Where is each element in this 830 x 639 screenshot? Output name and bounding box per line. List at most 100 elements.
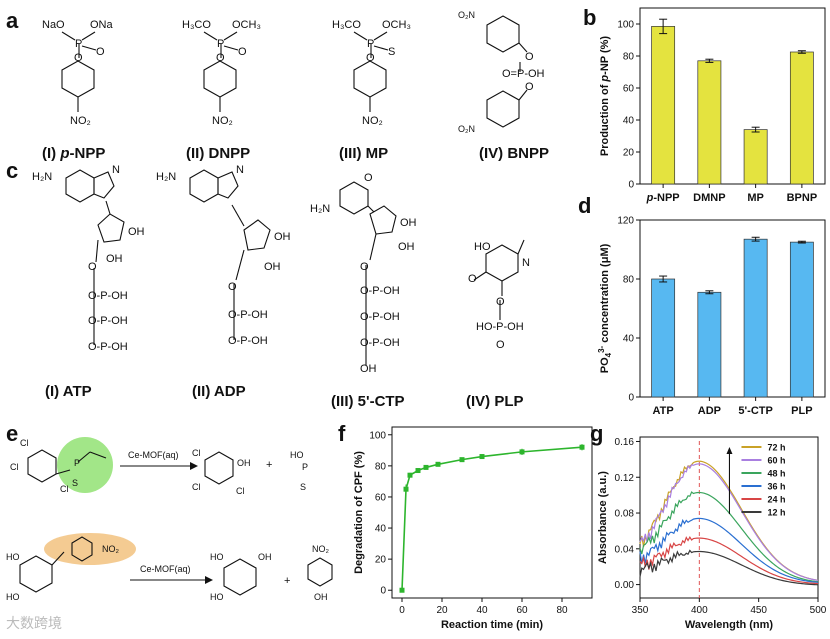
structure-pnp bbox=[307, 557, 333, 587]
legend-label: 36 h bbox=[767, 482, 785, 492]
plot-frame bbox=[639, 7, 826, 185]
chem-text: N bbox=[522, 257, 530, 269]
chem-text: Cl bbox=[10, 462, 19, 472]
structure-adp bbox=[189, 169, 271, 340]
bar bbox=[789, 241, 814, 398]
chem-text: S bbox=[300, 482, 306, 492]
y-axis-label: Absorbance (a.u.) bbox=[597, 471, 609, 564]
data-point bbox=[435, 461, 441, 467]
chem-text: O₂N bbox=[458, 124, 475, 134]
bar bbox=[651, 26, 676, 185]
chem-text: HO bbox=[290, 450, 304, 460]
structure-atp bbox=[65, 169, 125, 345]
chem-text: OH bbox=[274, 231, 291, 243]
structure-cpf bbox=[27, 449, 107, 483]
caption-plp: (IV) PLP bbox=[466, 393, 524, 410]
bar bbox=[743, 129, 768, 185]
series-line bbox=[639, 517, 819, 583]
chem-text: O bbox=[96, 46, 105, 58]
chem-text: OH bbox=[314, 592, 328, 602]
chem-text: O bbox=[468, 273, 477, 285]
chem-text: P bbox=[302, 462, 308, 472]
bar bbox=[789, 51, 814, 185]
chem-text: H₃CO bbox=[182, 19, 211, 31]
x-axis-label: Wavelength (nm) bbox=[685, 619, 774, 631]
y-tick-label: 0 bbox=[628, 180, 634, 191]
chem-text: O bbox=[364, 172, 373, 184]
x-tick-label: PLP bbox=[791, 405, 812, 417]
chem-text: O-P-OH bbox=[88, 341, 128, 353]
y-tick-label: 120 bbox=[617, 216, 634, 227]
plot-frame bbox=[639, 436, 819, 599]
y-tick-label: 40 bbox=[623, 116, 635, 127]
x-tick-label: 400 bbox=[691, 605, 708, 616]
trend-arrow-head bbox=[726, 447, 733, 454]
chem-text: OH bbox=[360, 363, 377, 375]
y-tick-label: 100 bbox=[617, 20, 634, 31]
x-tick-label: 350 bbox=[632, 605, 649, 616]
structure-pnpg bbox=[19, 536, 93, 593]
caption-roman: (I) bbox=[42, 145, 60, 162]
data-point bbox=[415, 468, 421, 474]
data-point bbox=[403, 486, 409, 492]
panel-label-c: c bbox=[6, 158, 18, 183]
bar bbox=[651, 278, 676, 398]
y-tick-label: 0.16 bbox=[615, 437, 635, 448]
chem-text: S bbox=[72, 478, 78, 488]
highlight-circle bbox=[57, 437, 113, 493]
panel-label-e: e bbox=[6, 421, 18, 446]
chem-text: S bbox=[388, 46, 395, 58]
y-tick-label: 0.00 bbox=[615, 580, 635, 591]
structure-mp bbox=[353, 31, 389, 112]
plus-sign: + bbox=[266, 459, 272, 471]
series-line bbox=[639, 549, 819, 586]
x-tick-label: MP bbox=[747, 192, 764, 204]
y-tick-label: 40 bbox=[375, 524, 387, 535]
watermark: 大数跨境 bbox=[6, 616, 62, 632]
y-tick-label: 80 bbox=[623, 52, 635, 63]
chem-text: OH bbox=[106, 253, 123, 265]
x-tick-label: 450 bbox=[750, 605, 767, 616]
y-tick-label: 0 bbox=[628, 393, 634, 404]
chem-text: OH bbox=[400, 217, 417, 229]
y-tick-label: 0 bbox=[380, 586, 386, 597]
x-tick-label: 80 bbox=[556, 605, 568, 616]
chem-text: NaO bbox=[42, 19, 65, 31]
chem-text: N bbox=[236, 164, 244, 176]
panel-label-f: f bbox=[338, 421, 346, 446]
data-point bbox=[479, 454, 485, 460]
structure-ctp bbox=[339, 181, 397, 365]
legend-label: 60 h bbox=[767, 456, 785, 466]
x-tick-label: ADP bbox=[698, 405, 721, 417]
x-tick-label: DMNP bbox=[693, 192, 725, 204]
chem-text: O bbox=[228, 281, 237, 293]
chem-text: NO₂ bbox=[362, 115, 383, 127]
x-tick-label: 0 bbox=[399, 605, 405, 616]
reaction-label: Ce-MOF(aq) bbox=[128, 450, 179, 460]
chem-text: P bbox=[367, 38, 374, 50]
chem-text: H₂N bbox=[156, 171, 176, 183]
chem-text: ONa bbox=[90, 19, 114, 31]
series-line bbox=[401, 446, 583, 591]
chem-text: OH bbox=[264, 261, 281, 273]
chem-text: O-P-OH bbox=[360, 337, 400, 349]
y-tick-label: 80 bbox=[375, 461, 387, 472]
plot-frame bbox=[391, 426, 593, 599]
chem-text: OCH₃ bbox=[232, 19, 261, 31]
chem-text: O bbox=[238, 46, 247, 58]
chart-f: 0 20 40 60 80 0 20 40 60 80 100 Reaction time (min)… bbox=[353, 426, 593, 631]
series-line bbox=[639, 536, 819, 585]
x-axis-label: Reaction time (min) bbox=[441, 619, 543, 631]
chem-text: H₃CO bbox=[332, 19, 361, 31]
chem-text: Cl bbox=[192, 482, 201, 492]
chem-text: O bbox=[525, 81, 534, 93]
y-tick-label: 0.04 bbox=[615, 544, 635, 555]
chem-text: H₂N bbox=[32, 171, 52, 183]
chem-text: NO₂ bbox=[312, 544, 330, 554]
chem-text: O bbox=[496, 296, 505, 308]
plus-sign: + bbox=[284, 575, 290, 587]
chem-text: O-P-OH bbox=[228, 335, 268, 347]
chem-text: O₂N bbox=[458, 10, 475, 20]
y-tick-label: 0.08 bbox=[615, 509, 635, 520]
legend-label: 48 h bbox=[767, 469, 785, 479]
